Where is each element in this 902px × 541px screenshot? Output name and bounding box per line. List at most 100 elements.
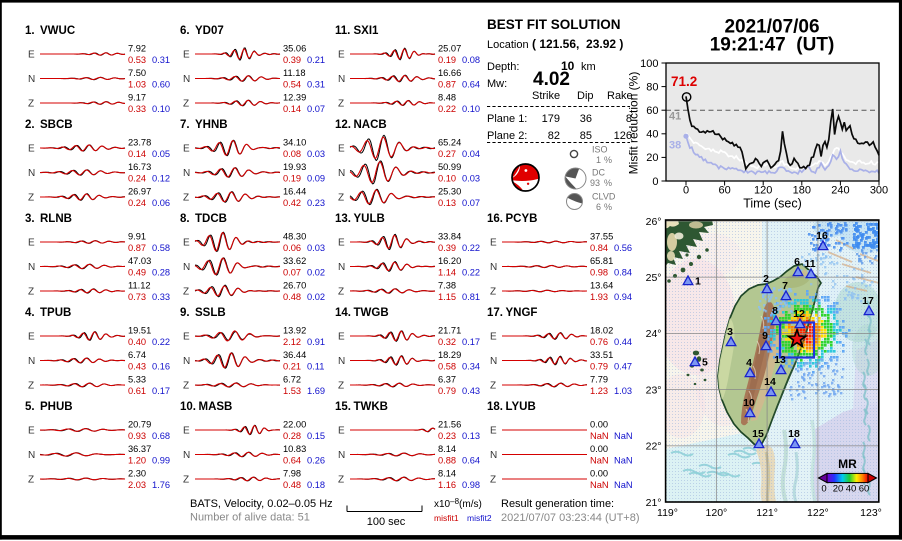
svg-text:8: 8 — [772, 305, 778, 317]
svg-text:0.58: 0.58 — [152, 243, 170, 253]
svg-text:100: 100 — [640, 58, 658, 70]
svg-text:0.03: 0.03 — [462, 173, 480, 183]
svg-text:6.74: 6.74 — [128, 350, 146, 360]
svg-text:N: N — [490, 450, 497, 461]
svg-text:E: E — [28, 238, 35, 249]
svg-text:km: km — [581, 61, 596, 73]
svg-text:0.84: 0.84 — [614, 267, 632, 277]
svg-text:N: N — [338, 262, 345, 273]
svg-text:Dip: Dip — [577, 90, 594, 102]
svg-text:50.99: 50.99 — [438, 162, 461, 172]
svg-text:Number of alive data: 51: Number of alive data: 51 — [190, 512, 310, 524]
svg-text:40: 40 — [846, 484, 857, 495]
svg-text:1.: 1. — [25, 25, 35, 37]
svg-text:0.34: 0.34 — [462, 361, 480, 371]
svg-text:0.22: 0.22 — [462, 243, 480, 253]
svg-text:0.49: 0.49 — [128, 267, 146, 277]
svg-text:NACB: NACB — [354, 119, 387, 131]
svg-text:10.: 10. — [180, 401, 196, 413]
svg-text:E: E — [28, 144, 35, 155]
svg-text:0.15: 0.15 — [307, 431, 325, 441]
svg-text:0.23: 0.23 — [307, 198, 325, 208]
svg-text:N: N — [28, 262, 35, 273]
svg-text:E: E — [338, 426, 345, 437]
svg-text:N: N — [183, 74, 190, 85]
svg-text:2021/07/06: 2021/07/06 — [724, 17, 819, 38]
svg-text:0.21: 0.21 — [307, 55, 325, 65]
svg-text:1: 1 — [695, 276, 701, 288]
svg-text:0.47: 0.47 — [614, 361, 632, 371]
svg-text:BATS, Velocity, 0.02–0.05 Hz: BATS, Velocity, 0.02–0.05 Hz — [190, 498, 333, 510]
svg-text:0.31: 0.31 — [307, 79, 325, 89]
svg-text:47.03: 47.03 — [128, 256, 151, 266]
svg-text:5: 5 — [702, 357, 708, 369]
svg-text:E: E — [28, 332, 35, 343]
svg-text:34.10: 34.10 — [283, 138, 306, 148]
svg-text:N: N — [338, 74, 345, 85]
svg-text:23°: 23° — [646, 384, 662, 396]
svg-text:8: 8 — [626, 113, 632, 125]
svg-text:0.07: 0.07 — [462, 198, 480, 208]
svg-text:0.00: 0.00 — [590, 444, 608, 454]
svg-text:22°: 22° — [646, 441, 662, 453]
svg-text:0.53: 0.53 — [128, 55, 146, 65]
svg-text:N: N — [28, 168, 35, 179]
svg-text:7.79: 7.79 — [590, 375, 608, 385]
svg-text:misfit1: misfit1 — [434, 513, 459, 523]
svg-text:MASB: MASB — [199, 401, 233, 413]
svg-text:0.24: 0.24 — [128, 198, 146, 208]
svg-text:36.44: 36.44 — [283, 350, 306, 360]
svg-text:126: 126 — [614, 130, 632, 142]
svg-text:40: 40 — [646, 129, 658, 141]
svg-text:25.30: 25.30 — [438, 187, 461, 197]
svg-text:0.14: 0.14 — [128, 149, 146, 159]
svg-text:2.03: 2.03 — [128, 480, 146, 490]
svg-text:NaN: NaN — [590, 431, 609, 441]
svg-text:16.: 16. — [487, 213, 503, 225]
svg-text:0.09: 0.09 — [307, 173, 325, 183]
svg-text:19.93: 19.93 — [283, 162, 306, 172]
svg-text:TDCB: TDCB — [195, 213, 227, 225]
svg-text:Z: Z — [338, 99, 344, 110]
svg-text:PHUB: PHUB — [40, 401, 73, 413]
svg-text:0.93: 0.93 — [128, 431, 146, 441]
svg-text:0.08: 0.08 — [283, 149, 301, 159]
svg-text:0.42: 0.42 — [283, 198, 301, 208]
svg-text:0.60: 0.60 — [152, 79, 170, 89]
svg-text:0.64: 0.64 — [462, 455, 480, 465]
svg-text:0.17: 0.17 — [152, 386, 170, 396]
svg-text:0.64: 0.64 — [283, 455, 301, 465]
svg-text:ISO: ISO — [592, 145, 608, 155]
svg-text:17: 17 — [862, 295, 874, 307]
svg-text:TWGB: TWGB — [354, 307, 389, 319]
svg-text:Strike: Strike — [532, 90, 560, 102]
svg-text:2.: 2. — [25, 119, 35, 131]
svg-text:1.93: 1.93 — [590, 292, 608, 302]
svg-text:Z: Z — [183, 193, 189, 204]
svg-text:1.23: 1.23 — [590, 386, 608, 396]
svg-text:SBCB: SBCB — [40, 119, 73, 131]
svg-text:5.33: 5.33 — [128, 375, 146, 385]
svg-text:3.: 3. — [25, 213, 35, 225]
svg-text:11.: 11. — [335, 25, 350, 37]
svg-text:Rake: Rake — [607, 90, 633, 102]
svg-text:0.87: 0.87 — [438, 79, 456, 89]
svg-text:0.28: 0.28 — [152, 267, 170, 277]
svg-text:180: 180 — [793, 185, 811, 197]
svg-text:8.14: 8.14 — [438, 469, 456, 479]
svg-text:0.19: 0.19 — [283, 173, 301, 183]
svg-text:0.12: 0.12 — [152, 173, 170, 183]
svg-text:16.73: 16.73 — [128, 162, 151, 172]
svg-text:0.22: 0.22 — [462, 267, 480, 277]
svg-text:0.13: 0.13 — [438, 198, 456, 208]
svg-text:0.31: 0.31 — [152, 55, 170, 65]
svg-text:0: 0 — [821, 484, 826, 495]
svg-text:22.00: 22.00 — [283, 420, 306, 430]
svg-text:6.72: 6.72 — [283, 375, 301, 385]
svg-text:0.26: 0.26 — [307, 455, 325, 465]
svg-text:4.: 4. — [25, 307, 35, 319]
svg-text:E: E — [28, 50, 35, 61]
svg-text:13.92: 13.92 — [283, 326, 306, 336]
svg-text:6.: 6. — [180, 25, 190, 37]
svg-text:0.02: 0.02 — [307, 267, 325, 277]
